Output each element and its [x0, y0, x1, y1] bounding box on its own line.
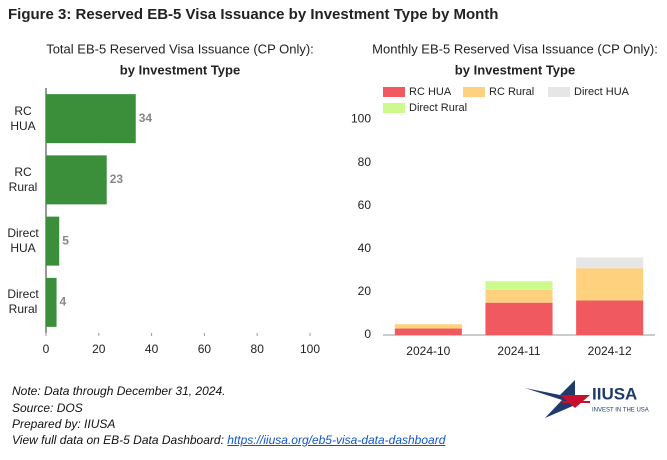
x-tick-label: 2024-11	[497, 344, 540, 358]
dashboard-text: View full data on EB-5 Data Dashboard:	[12, 433, 228, 447]
logo-tagline: INVEST IN THE USA	[592, 408, 649, 414]
value-label: 23	[110, 172, 124, 186]
y-tick-label: 60	[358, 198, 372, 212]
x-tick-label: 2024-10	[406, 344, 450, 358]
legend-swatch	[383, 103, 405, 113]
value-label: 4	[60, 295, 67, 309]
x-tick-label: 60	[198, 342, 212, 356]
y-tick-label: 0	[364, 327, 371, 341]
chart-title: Monthly EB-5 Reserved Visa Issuance (CP …	[372, 41, 658, 56]
y-tick-label: Direct Rural	[7, 287, 39, 317]
bar-segment	[485, 289, 553, 303]
logo-name: IIUSA	[592, 384, 637, 403]
legend-label: RC HUA	[409, 86, 452, 98]
legend-label: Direct HUA	[574, 86, 630, 98]
bar-segment	[394, 328, 462, 335]
bar	[46, 94, 136, 144]
x-tick-label: 20	[92, 342, 106, 356]
legend-label: Direct Rural	[409, 102, 467, 114]
y-tick-label: RC HUA	[10, 103, 36, 133]
legend-swatch	[463, 87, 485, 97]
bar-segment	[485, 281, 553, 290]
chart-subtitle: by Investment Type	[120, 62, 240, 77]
bar-segment	[576, 257, 644, 269]
x-tick-label: 100	[300, 342, 320, 356]
note: Source: DOS	[12, 401, 83, 415]
x-tick-label: 40	[145, 342, 159, 356]
dashboard-note: View full data on EB-5 Data Dashboard: h…	[12, 433, 445, 447]
x-tick-label: 0	[43, 342, 50, 356]
legend-label: RC Rural	[489, 86, 534, 98]
y-tick-label: 40	[358, 241, 372, 255]
bar	[46, 216, 60, 266]
bar-segment	[576, 300, 644, 335]
legend-swatch	[548, 87, 570, 97]
y-tick-label: Direct HUA	[7, 226, 39, 256]
chart-title: Total EB-5 Reserved Visa Issuance (CP On…	[46, 41, 314, 56]
figure-title: Figure 3: Reserved EB-5 Visa Issuance by…	[8, 6, 498, 23]
bar-segment	[485, 302, 553, 335]
legend-swatch	[383, 87, 405, 97]
value-label: 34	[139, 111, 153, 125]
value-label: 5	[62, 233, 69, 247]
y-tick-label: 100	[351, 112, 371, 126]
y-tick-label: RC Rural	[8, 164, 38, 194]
bar	[46, 277, 57, 327]
x-tick-label: 2024-12	[588, 344, 632, 358]
bar-segment	[394, 324, 462, 329]
note: Note: Data through December 31, 2024.	[12, 384, 226, 398]
chart-subtitle: by Investment Type	[455, 62, 575, 77]
dashboard-link[interactable]: https://iiusa.org/eb5-visa-data-dashboar…	[227, 433, 446, 447]
x-tick-label: 80	[251, 342, 265, 356]
bar	[46, 155, 107, 205]
y-tick-label: 80	[358, 155, 372, 169]
logo-mark	[525, 380, 590, 418]
y-tick-label: 20	[358, 284, 372, 298]
bar-segment	[576, 268, 644, 301]
note: Prepared by: IIUSA	[12, 417, 116, 431]
